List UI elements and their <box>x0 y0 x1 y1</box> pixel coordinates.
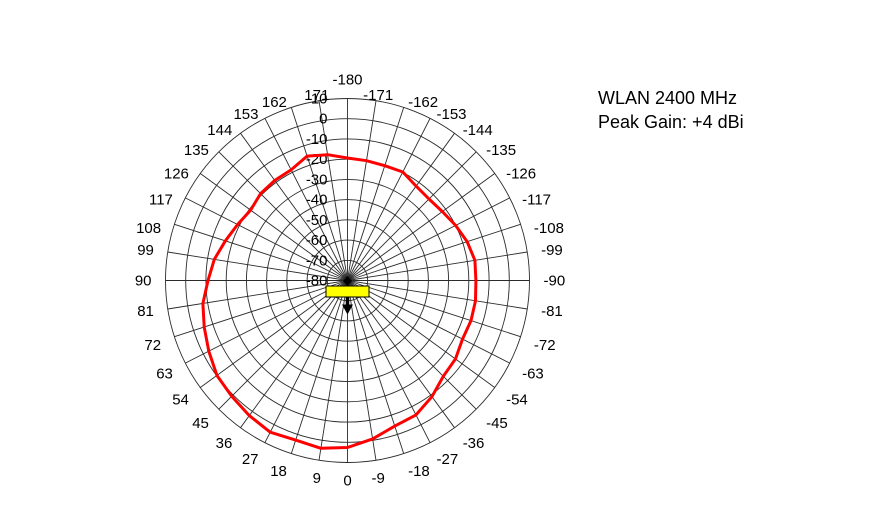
chart-title: WLAN 2400 MHz <box>598 88 738 108</box>
angle-label: -27 <box>437 451 459 468</box>
angle-label: 0 <box>343 473 351 490</box>
antenna-marker <box>325 276 370 315</box>
down-arrow-icon <box>342 304 353 315</box>
angle-label: -171 <box>363 87 393 104</box>
angle-label: -135 <box>486 142 516 159</box>
angle-label: -153 <box>437 106 467 123</box>
angle-label: 90 <box>135 273 152 290</box>
angle-label: -54 <box>506 392 528 409</box>
angle-label: 126 <box>164 165 189 182</box>
angle-label: 72 <box>144 337 161 354</box>
angle-label: -180 <box>332 72 362 89</box>
radial-tick-label: -50 <box>306 212 328 229</box>
radial-tick-label: -40 <box>306 192 328 209</box>
angle-label: 108 <box>136 220 161 237</box>
angle-label: -99 <box>541 242 563 259</box>
radial-tick-label: -70 <box>306 252 328 269</box>
angle-labels: -180-171 -162-153-144-135-126-117-108-99-… <box>135 72 565 490</box>
angle-label: -144 <box>463 122 493 139</box>
angle-label: -18 <box>408 463 430 480</box>
radial-axis-labels: 100-10-20-30-40-50-60-70-80 <box>306 91 328 290</box>
radial-tick-label: -60 <box>306 232 328 249</box>
angle-label: 27 <box>242 451 259 468</box>
angle-label: -162 <box>408 94 438 111</box>
angle-label: -9 <box>372 470 385 487</box>
angle-label: 63 <box>156 366 173 383</box>
radial-tick-label: 10 <box>311 91 328 108</box>
angle-label: 171 <box>304 87 329 104</box>
angle-label: -126 <box>506 165 536 182</box>
angle-label: -108 <box>534 220 564 237</box>
angle-label: 153 <box>233 106 258 123</box>
gain-curve <box>201 153 478 450</box>
polar-grid <box>165 98 530 463</box>
angle-label: 45 <box>192 415 209 432</box>
angle-label: -63 <box>522 366 544 383</box>
angle-label: 99 <box>137 242 154 259</box>
angle-label: 117 <box>149 192 173 209</box>
angle-label: 18 <box>270 463 287 480</box>
angle-label: 54 <box>172 392 189 409</box>
radial-tick-label: -30 <box>306 171 328 188</box>
angle-label: 81 <box>137 303 154 320</box>
angle-label: 9 <box>313 470 321 487</box>
radial-tick-label: 0 <box>319 111 327 128</box>
angle-label: -81 <box>541 303 563 320</box>
angle-label: -45 <box>486 415 508 432</box>
gain-curve-path <box>201 153 478 450</box>
marker-diamond <box>343 276 352 286</box>
chart-subtitle: Peak Gain: +4 dBi <box>598 112 744 132</box>
angle-label: -90 <box>544 273 566 290</box>
angle-label: 144 <box>207 122 232 139</box>
angle-label: 135 <box>184 142 209 159</box>
angle-label: -117 <box>522 192 551 209</box>
antenna-rectangle <box>325 285 370 298</box>
radial-tick-label: -80 <box>306 273 328 290</box>
radial-tick-label: -10 <box>306 131 328 148</box>
angle-label: -36 <box>463 435 485 452</box>
angle-label: -72 <box>534 337 556 354</box>
chart-caption: WLAN 2400 MHz Peak Gain: +4 dBi <box>598 86 744 134</box>
angle-label: 36 <box>216 435 233 452</box>
angle-label: 162 <box>262 94 287 111</box>
